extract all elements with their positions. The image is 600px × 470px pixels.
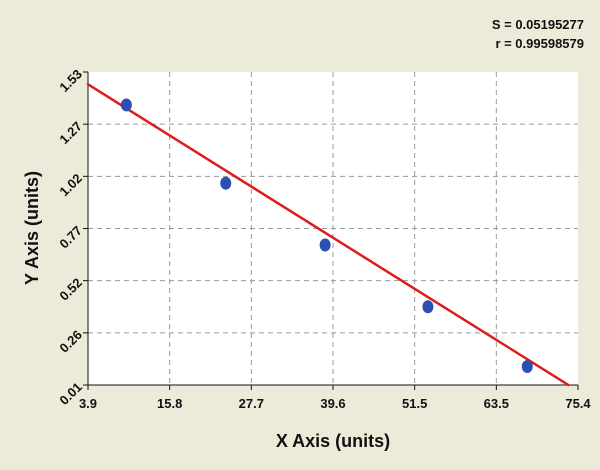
fit-line-group xyxy=(86,83,570,387)
y-tick-labels: 0.010.260.520.771.021.271.53 xyxy=(56,66,88,408)
y-tick-label: 0.77 xyxy=(56,223,85,252)
x-tick-labels: 3.9 15.8 27.7 39.6 51.5 63.5 75.4 xyxy=(79,385,591,411)
y-axis-label: Y Axis (units) xyxy=(22,171,42,285)
data-point xyxy=(120,98,132,112)
grid-lines xyxy=(88,72,578,385)
y-tick-label: 1.27 xyxy=(56,119,85,148)
stat-r: r = 0.99598579 xyxy=(495,36,584,51)
fit-line xyxy=(86,83,570,387)
data-point xyxy=(521,359,533,373)
y-tick-label: 1.02 xyxy=(56,171,85,200)
y-tick-label: 0.52 xyxy=(56,275,85,304)
x-tick-label: 39.6 xyxy=(320,396,345,411)
stat-s: S = 0.05195277 xyxy=(492,17,584,32)
data-points xyxy=(120,98,533,373)
x-tick-label: 75.4 xyxy=(565,396,591,411)
data-point xyxy=(319,238,331,252)
x-axis-label: X Axis (units) xyxy=(276,431,390,451)
y-tick-label: 1.53 xyxy=(56,66,85,95)
x-tick-label: 3.9 xyxy=(79,396,97,411)
x-tick-label: 51.5 xyxy=(402,396,427,411)
data-point xyxy=(422,300,434,314)
data-point xyxy=(220,176,232,190)
y-tick-label: 0.26 xyxy=(56,327,85,356)
x-tick-label: 15.8 xyxy=(157,396,182,411)
x-tick-label: 63.5 xyxy=(484,396,509,411)
x-tick-label: 27.7 xyxy=(239,396,264,411)
